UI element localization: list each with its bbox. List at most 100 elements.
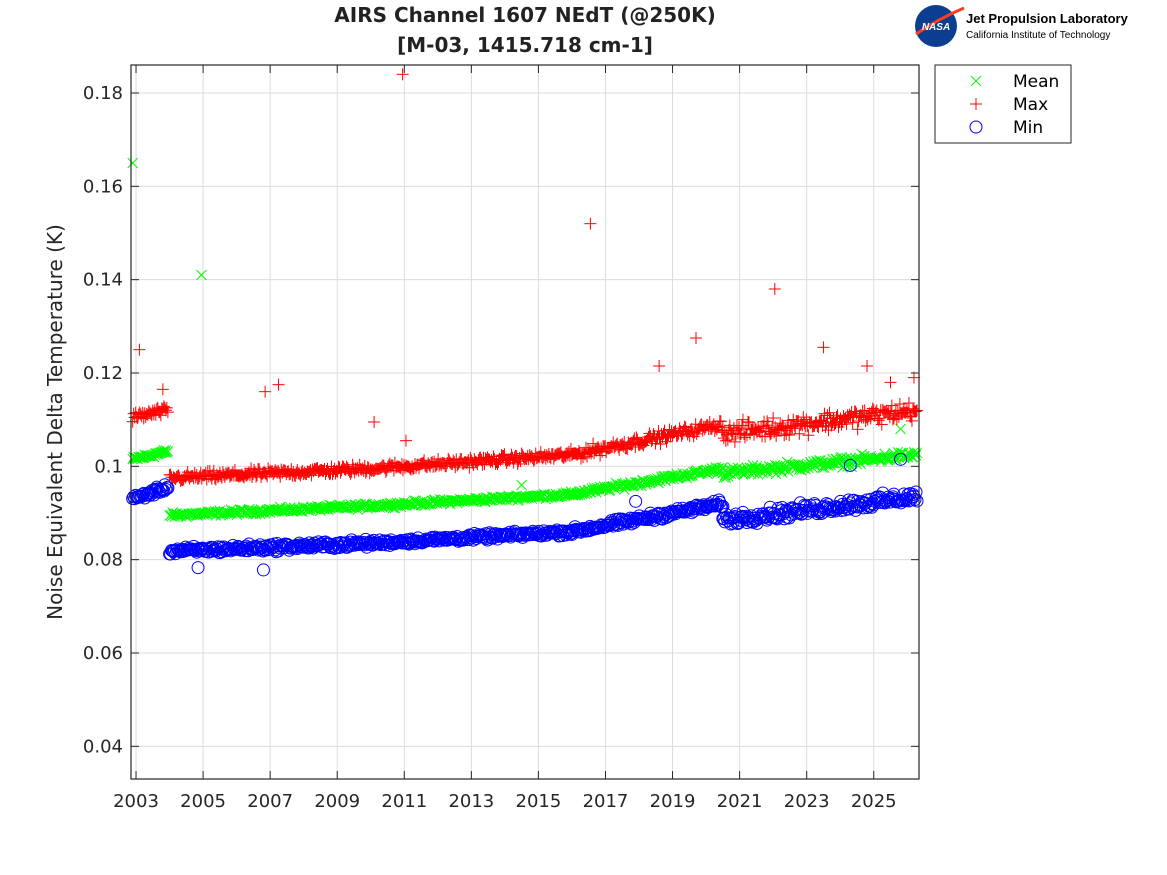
chart-title-line2: [M-03, 1415.718 cm-1] — [397, 33, 653, 57]
series-mean — [127, 157, 923, 523]
outlier-point-max — [272, 378, 285, 391]
data-point-max — [572, 444, 585, 457]
data-point-min — [161, 481, 175, 495]
x-tick-label: 2003 — [113, 791, 159, 812]
data-point-max — [887, 412, 900, 425]
data-point-max — [714, 415, 727, 428]
outlier-point-max — [907, 371, 920, 384]
data-point-max — [821, 409, 834, 422]
y-axis: 0.04 0.06 0.08 0.1 0.12 0.14 0.16 0.18 — [83, 83, 919, 757]
nasa-swoosh-icon — [915, 6, 965, 36]
data-point-min — [664, 505, 678, 519]
data-point-max — [710, 423, 723, 436]
data-point-mean — [815, 455, 826, 467]
plot-area — [131, 65, 919, 779]
jpl-name: Jet Propulsion Laboratory — [966, 11, 1129, 26]
x-tick-label: 2015 — [516, 791, 562, 812]
data-point-max — [728, 435, 741, 448]
data-point-max — [690, 427, 703, 440]
data-point-min — [824, 505, 838, 519]
legend-label-max: Max — [1013, 95, 1048, 115]
data-point-min — [538, 526, 552, 540]
data-point-max — [909, 405, 922, 418]
outlier-point-max — [653, 360, 666, 372]
series-min — [126, 452, 924, 577]
nasa-logo-text: NASA — [922, 22, 950, 33]
outlier-point-max — [133, 343, 146, 356]
x-tick-label: 2023 — [784, 791, 830, 812]
legend-marker-max — [970, 98, 982, 110]
data-point-mean — [160, 444, 172, 456]
y-tick-label: 0.06 — [83, 643, 123, 664]
data-point-min — [304, 540, 318, 554]
data-point-max — [783, 429, 796, 442]
data-point-max — [732, 420, 745, 433]
outlier-point-min — [843, 458, 857, 472]
data-point-max — [875, 418, 888, 431]
x-tick-label: 2009 — [314, 791, 360, 812]
data-point-max — [817, 415, 830, 428]
y-tick-label: 0.18 — [83, 83, 123, 104]
y-tick-label: 0.08 — [83, 550, 123, 571]
data-point-max — [873, 412, 886, 425]
data-point-mean — [911, 447, 923, 459]
outlier-point-max — [584, 217, 597, 230]
outlier-point-max — [156, 383, 169, 396]
data-point-max — [487, 450, 500, 463]
data-point-min — [783, 502, 797, 516]
data-point-max — [228, 464, 241, 477]
data-point-mean — [908, 446, 920, 458]
data-point-max — [822, 424, 835, 437]
data-point-max — [752, 421, 765, 434]
data-point-max — [780, 428, 793, 441]
data-point-mean — [159, 446, 171, 458]
grid — [131, 65, 919, 779]
x-tick-label: 2025 — [851, 791, 897, 812]
data-point-max — [731, 427, 744, 440]
data-point-min — [909, 485, 923, 499]
legend-marker-mean — [970, 75, 982, 87]
x-tick-label: 2005 — [180, 791, 226, 812]
data-point-min — [910, 494, 924, 508]
data-point-min — [211, 540, 225, 554]
legend-label-min: Min — [1013, 118, 1043, 138]
data-point-mean — [630, 477, 642, 489]
legend-label-mean: Mean — [1013, 72, 1059, 92]
data-point-max — [893, 398, 906, 411]
y-tick-label: 0.1 — [94, 456, 123, 477]
data-point-mean — [667, 470, 678, 481]
data-point-max — [831, 409, 844, 422]
data-point-min — [769, 511, 783, 525]
outlier-point-min — [191, 561, 205, 575]
data-point-max — [742, 416, 755, 429]
data-point-max — [797, 411, 810, 424]
data-point-max — [661, 431, 674, 444]
data-point-max — [910, 404, 923, 417]
data-point-max — [721, 433, 734, 446]
data-point-max — [890, 413, 903, 426]
data-point-max — [840, 418, 853, 431]
data-point-max — [379, 465, 392, 478]
x-tick-label: 2019 — [650, 791, 696, 812]
data-point-min — [159, 483, 173, 497]
legend: Mean Max Min — [934, 64, 1072, 144]
data-point-max — [856, 404, 869, 417]
outlier-point-max — [884, 376, 897, 389]
data-point-mean — [158, 445, 170, 456]
data-point-max — [765, 427, 778, 440]
data-point-min — [383, 538, 397, 552]
y-axis-label: Noise Equivalent Delta Temperature (K) — [43, 224, 67, 620]
outlier-point-mean — [895, 423, 906, 435]
outlier-point-mean — [196, 269, 207, 281]
outlier-point-max — [690, 332, 703, 344]
legend-box — [934, 64, 1072, 144]
data-markers — [126, 68, 924, 577]
data-point-mean — [705, 465, 717, 477]
y-tick-label: 0.12 — [83, 363, 123, 384]
outlier-point-max — [817, 341, 830, 354]
data-point-min — [451, 534, 465, 548]
data-point-max — [154, 409, 167, 422]
data-point-mean — [623, 479, 635, 490]
outlier-point-max — [396, 68, 409, 81]
outlier-point-min — [629, 494, 643, 508]
